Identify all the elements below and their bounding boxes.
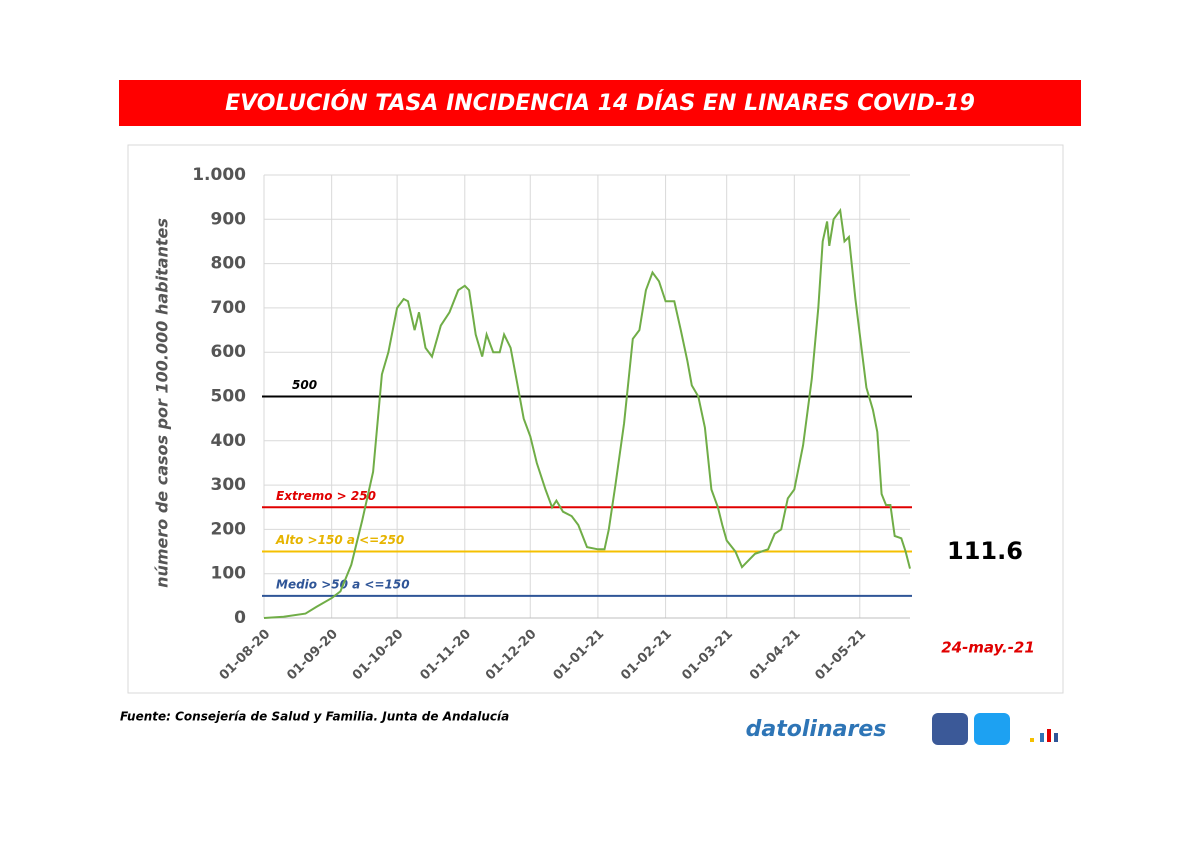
y-tick-label: 0 [234,608,246,628]
data-line [263,207,911,619]
y-tick-label: 700 [211,298,247,318]
y-tick-label: 400 [211,431,247,451]
title-bar [119,80,1081,126]
x-tick-label: 01-09-20 [284,627,341,684]
y-tick-label: 600 [211,342,247,362]
x-tick-label: 01-03-21 [679,627,736,684]
x-tick-label: 01-08-20 [217,627,274,684]
y-tick-label: 800 [211,254,247,274]
y-tick-label: 900 [211,209,247,229]
brand: datolinares [746,717,887,742]
y-tick-label: 300 [211,475,247,495]
y-tick-label: 500 [211,387,247,407]
source-note: Fuente: Consejería de Salud y Familia. J… [120,710,509,724]
chart-frame [127,144,1064,694]
x-tick-label: 01-10-20 [350,627,407,684]
chart-title: EVOLUCIÓN TASA INCIDENCIA 14 DÍAS EN LIN… [225,90,975,116]
reference-label: Alto >150 a <=250 [275,533,404,547]
x-tick-label: 01-02-21 [618,627,675,684]
reference-label: 500 [292,378,317,392]
y-tick-label: 100 [211,564,247,584]
twitter-icon[interactable] [974,713,1010,745]
last-date: 24-may.-21 [941,639,1035,657]
x-tick-label: 01-11-20 [417,627,474,684]
x-tick-label: 01-04-21 [747,627,804,684]
last-value: 111.6 [947,537,1023,565]
plot: 0 100 200 300 400 500 600 700 800 900 1.000 01-08-2… [192,165,912,683]
x-tick-label: 01-01-21 [551,627,608,684]
y-tick-label: 200 [211,519,247,539]
y-axis-title: número de casos por 100.000 habitantes [153,218,172,588]
facebook-icon[interactable] [932,713,968,745]
x-tick-label: 01-12-20 [483,627,540,684]
y-tick-label: 1.000 [192,165,246,185]
reference-label: Extremo > 250 [276,489,376,503]
x-tick-label: 01-05-21 [812,627,869,684]
logo [1030,729,1058,742]
